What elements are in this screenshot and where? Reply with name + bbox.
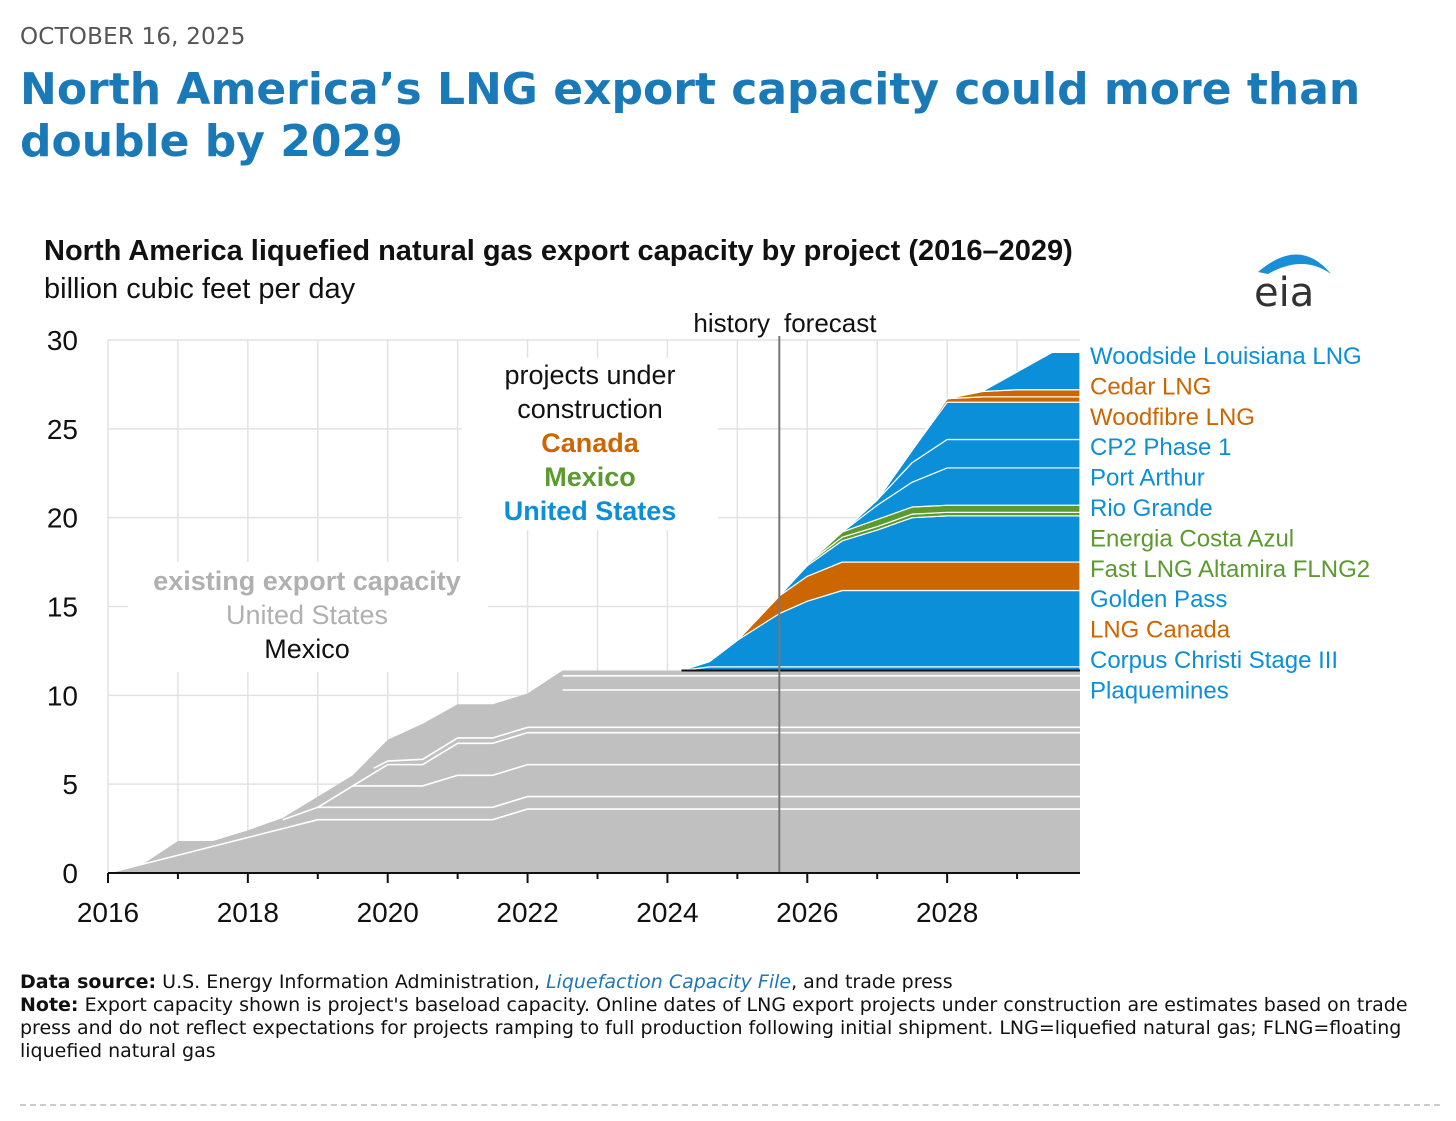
liquefaction-capacity-link[interactable]: Liquefaction Capacity File — [545, 971, 792, 993]
construction-label-1: projects under — [504, 360, 675, 390]
x-tick-label: 2016 — [77, 897, 139, 928]
x-tick-label: 2028 — [916, 897, 978, 928]
date-line: OCTOBER 16, 2025 — [20, 24, 246, 50]
x-tick-label: 2026 — [776, 897, 838, 928]
legend-label: Cedar LNG — [1090, 373, 1211, 400]
y-tick-label: 5 — [62, 769, 78, 800]
x-tick-label: 2024 — [636, 897, 698, 928]
y-tick-label: 10 — [47, 680, 78, 711]
data-source-label: Data source: — [20, 971, 157, 993]
y-tick-label: 0 — [62, 858, 78, 889]
chart: North America liquefied natural gas expo… — [44, 235, 1370, 928]
logo-swoosh — [1258, 254, 1331, 274]
existing-project-boundary — [373, 726, 1080, 769]
construction-mexico: Mexico — [544, 462, 636, 492]
x-tick-label: 2020 — [357, 897, 419, 928]
history-label: history — [693, 308, 770, 338]
existing-annotation-background — [128, 562, 488, 672]
legend-label: Energia Costa Azul — [1090, 525, 1294, 552]
note-text: Export capacity shown is project's basel… — [20, 994, 1408, 1062]
logo-text: eia — [1254, 270, 1314, 316]
legend-label: Golden Pass — [1090, 586, 1227, 613]
construction-canada: Canada — [541, 428, 640, 458]
legend-label: CP2 Phase 1 — [1090, 434, 1231, 461]
existing-project-boundary — [282, 795, 1080, 821]
annotation-background — [462, 358, 718, 530]
legend-label: Rio Grande — [1090, 495, 1213, 522]
forecast-stack — [680, 351, 1081, 672]
existing-project-boundary — [352, 731, 1080, 787]
legend-label: LNG Canada — [1090, 617, 1231, 644]
data-source-line: Data source: U.S. Energy Information Adm… — [20, 971, 1440, 994]
construction-united-states: United States — [504, 496, 677, 526]
y-tick-label: 20 — [47, 503, 78, 534]
chart-title: North America liquefied natural gas expo… — [44, 235, 1073, 267]
footer: Data source: U.S. Energy Information Adm… — [20, 971, 1440, 1063]
existing-capacity-label: existing export capacity — [153, 566, 461, 596]
existing-mexico-label: Mexico — [264, 634, 350, 664]
forecast-label: forecast — [784, 308, 877, 338]
existing-capacity — [107, 670, 1080, 874]
note-line: Note: Export capacity shown is project's… — [20, 994, 1440, 1063]
eia-logo: eia — [1254, 254, 1331, 316]
data-source-suffix: , and trade press — [791, 971, 953, 993]
legend-label: Fast LNG Altamira FLNG2 — [1090, 556, 1370, 583]
legend-label: Plaquemines — [1090, 677, 1229, 704]
existing-us-label: United States — [226, 600, 388, 630]
legend: Woodside Louisiana LNG Cedar LNG Woodfibre… — [1090, 343, 1370, 704]
x-tick-label: 2022 — [496, 897, 558, 928]
area-corpus-christi-stage-iii — [680, 589, 1081, 672]
chart-subtitle: billion cubic feet per day — [44, 273, 356, 305]
construction-label-2: construction — [517, 394, 663, 424]
existing-project-boundary — [107, 808, 1080, 874]
headline: North America’s LNG export capacity coul… — [20, 64, 1361, 167]
x-tick-label: 2018 — [217, 897, 279, 928]
area-woodside-louisiana-lng — [680, 351, 1081, 672]
existing-capacity-area — [108, 670, 1080, 873]
note-label: Note: — [20, 994, 79, 1016]
axes: 0 5 10 15 20 25 30 2016 2018 2020 2022 2024 2026 2028 — [47, 325, 1080, 928]
y-tick-label: 15 — [47, 592, 78, 623]
legend-label: Corpus Christi Stage III — [1090, 647, 1338, 674]
data-source-text: U.S. Energy Information Administration, — [162, 971, 540, 993]
legend-label: Woodfibre LNG — [1090, 404, 1255, 431]
y-tick-label: 25 — [47, 414, 78, 445]
bottom-divider — [20, 1104, 1440, 1106]
y-tick-label: 30 — [47, 325, 78, 356]
legend-label: Port Arthur — [1090, 465, 1205, 492]
legend-label: Woodside Louisiana LNG — [1090, 343, 1362, 370]
